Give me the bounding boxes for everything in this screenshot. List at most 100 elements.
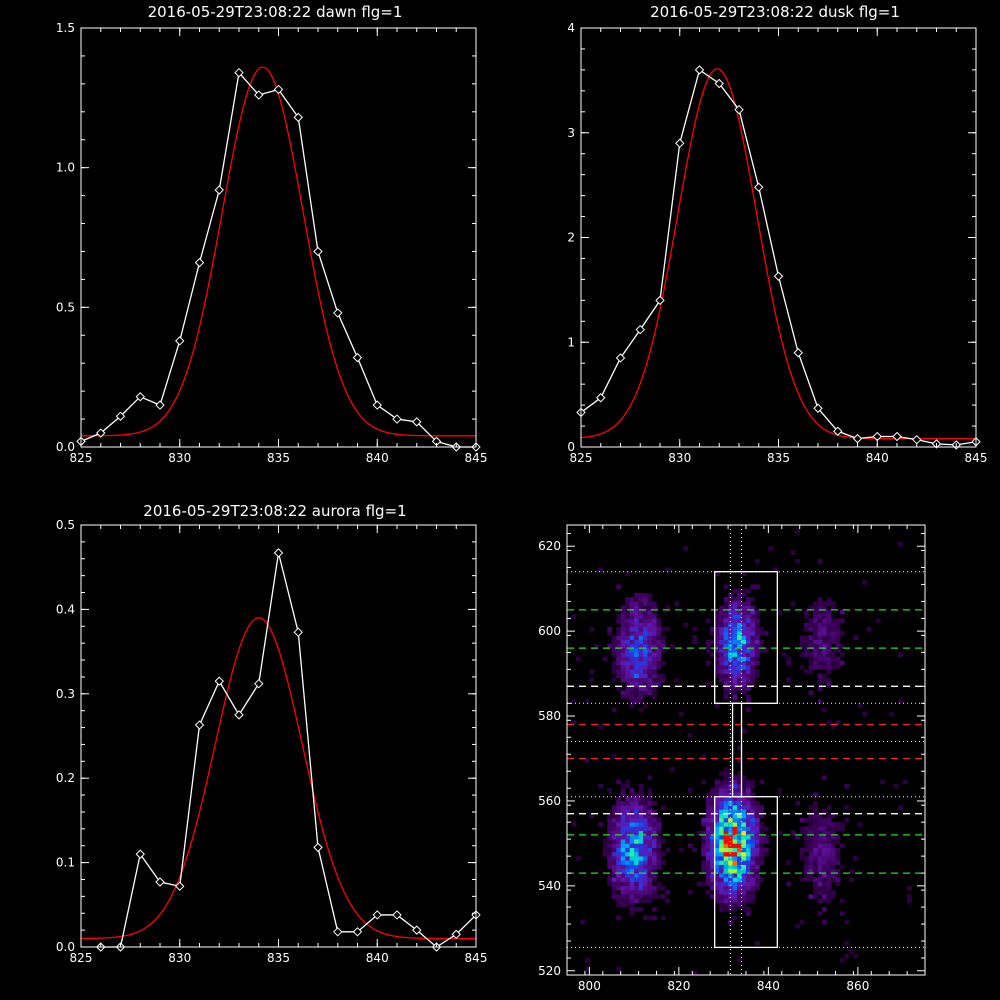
heatmap-cell	[831, 839, 836, 844]
heatmap-cell	[750, 805, 756, 810]
heatmap-cell	[611, 809, 617, 814]
heatmap-cell	[611, 639, 617, 645]
heatmap-cell	[652, 694, 657, 700]
heatmap-cell	[737, 958, 742, 963]
dusk-data-point	[773, 271, 784, 281]
heatmap-cell	[826, 677, 832, 683]
heatmap-cell	[808, 660, 814, 666]
heatmap-cell	[786, 656, 792, 662]
heatmap-cell	[746, 809, 751, 814]
dawn-data-point	[293, 112, 303, 123]
heatmap-cell	[728, 622, 733, 628]
heatmap-cell	[620, 847, 626, 853]
heatmap-cell	[817, 839, 823, 844]
heatmap-cell	[746, 826, 751, 831]
heatmap-cell	[714, 639, 720, 645]
heatmap-cell	[754, 631, 760, 636]
heatmap-cell	[620, 626, 626, 632]
heatmap-cell	[813, 635, 818, 640]
heatmap-cell	[687, 733, 693, 738]
heatmap-cell	[808, 618, 814, 623]
heatmap-cell	[813, 851, 818, 857]
heatmap-cell	[625, 839, 630, 844]
heatmap-cell	[620, 673, 626, 679]
heatmap-cell	[719, 665, 724, 670]
heatmap-cell	[750, 843, 756, 848]
heatmap-cell	[647, 839, 653, 844]
heatmap-cell	[737, 652, 742, 657]
heatmap-cell	[799, 817, 805, 823]
heatmap-cell	[835, 851, 841, 857]
heatmap-cell	[822, 656, 827, 662]
heatmap-cell	[647, 601, 653, 606]
heatmap-cell	[817, 830, 823, 836]
heatmap-cell	[705, 648, 711, 653]
heatmap-cell	[634, 618, 639, 623]
heatmap-cell	[822, 631, 827, 636]
heatmap-xtick-label: 840	[757, 979, 780, 993]
heatmap-cell	[643, 605, 648, 611]
heatmap-cell	[804, 817, 809, 823]
heatmap-cell	[741, 622, 747, 628]
heatmap-cell	[634, 860, 639, 865]
heatmap-cell	[656, 834, 662, 840]
heatmap-ytick-label: 600	[538, 624, 561, 638]
heatmap-cell	[804, 839, 809, 844]
heatmap-cell	[728, 919, 733, 925]
heatmap-cell	[705, 839, 711, 844]
heatmap-cell	[826, 631, 832, 636]
heatmap-cell	[750, 622, 756, 628]
heatmap-cell	[746, 639, 751, 645]
heatmap-cell	[620, 614, 626, 619]
heatmap-cell	[817, 843, 823, 848]
heatmap-cell	[719, 864, 724, 870]
heatmap-cell	[634, 839, 639, 844]
heatmap-cell	[831, 635, 836, 640]
heatmap-cell	[705, 868, 711, 874]
dusk-data-point	[892, 431, 902, 442]
dawn-xtick-label: 845	[465, 451, 488, 465]
heatmap-cell	[710, 639, 715, 645]
heatmap-cell	[746, 847, 751, 853]
heatmap-cell	[728, 881, 733, 887]
heatmap-cell	[629, 643, 635, 649]
heatmap-cell	[638, 783, 644, 789]
heatmap-cell	[759, 839, 765, 844]
heatmap-cell	[741, 639, 747, 645]
heatmap-cell	[629, 622, 635, 628]
heatmap-cell	[826, 660, 832, 666]
heatmap-cell	[652, 690, 657, 696]
heatmap-cell	[804, 877, 809, 882]
heatmap-cell	[817, 686, 823, 691]
heatmap-cell	[763, 631, 769, 636]
heatmap-cell	[741, 847, 747, 853]
heatmap-cell	[759, 843, 765, 848]
heatmap-cell	[835, 834, 841, 840]
heatmap-cell	[634, 643, 639, 649]
heatmap-cell	[728, 643, 733, 649]
heatmap-cell	[754, 648, 760, 653]
heatmap-cell	[589, 669, 595, 674]
heatmap-cell	[750, 898, 756, 904]
heatmap-cell	[822, 618, 827, 623]
heatmap-cell	[754, 656, 760, 662]
heatmap-cell	[750, 856, 756, 861]
heatmap-cell	[634, 792, 639, 797]
heatmap-cell	[629, 877, 635, 882]
heatmap-cell	[732, 665, 738, 670]
heatmap-cell	[746, 877, 751, 882]
heatmap-cell	[652, 822, 657, 827]
heatmap-cell	[732, 830, 738, 836]
heatmap-cell	[710, 792, 715, 797]
heatmap-cell	[625, 843, 630, 848]
heatmap-cell	[629, 660, 635, 666]
heatmap-cell	[799, 639, 805, 645]
heatmap-cell	[759, 847, 765, 853]
heatmap-cell	[746, 792, 751, 797]
heatmap-cell	[831, 813, 836, 819]
heatmap-cell	[705, 856, 711, 861]
heatmap-cell	[714, 898, 720, 904]
heatmap-cell	[625, 877, 630, 882]
